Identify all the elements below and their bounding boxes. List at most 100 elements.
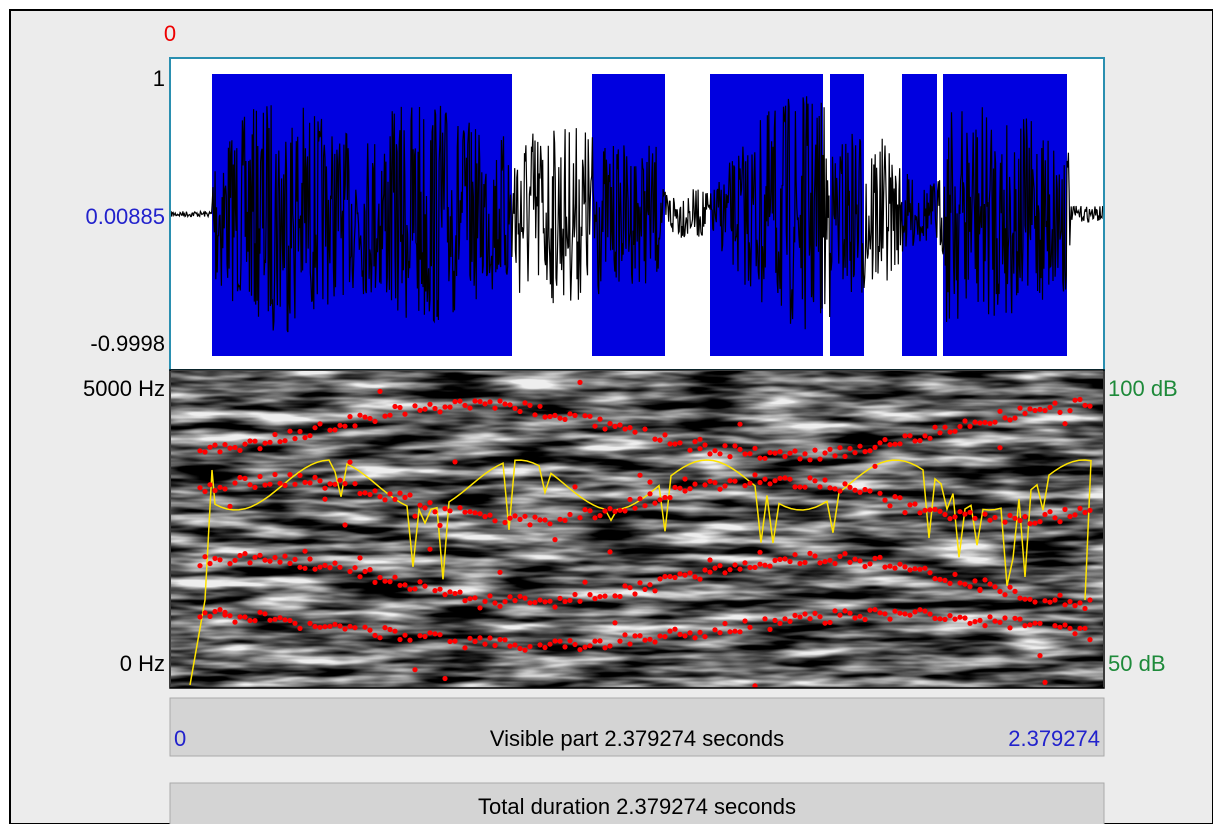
formant-point [442, 506, 447, 511]
formant-point [542, 414, 547, 419]
formant-point [587, 592, 592, 597]
formant-point [217, 607, 222, 612]
formant-point [947, 429, 952, 434]
formant-point [867, 561, 872, 566]
formant-point [642, 638, 647, 643]
amp-max: 1 [153, 66, 165, 91]
formant-point [607, 506, 612, 511]
formant-point [867, 448, 872, 453]
formant-point [212, 609, 217, 614]
formant-point [382, 497, 387, 502]
formant-point [272, 555, 277, 560]
formant-point [902, 433, 907, 438]
formant-point [412, 403, 417, 408]
formant-point [507, 594, 512, 599]
formant-point [542, 645, 547, 650]
formant-point [1017, 617, 1022, 622]
formant-point [517, 517, 522, 522]
formant-point [1067, 514, 1072, 519]
formant-point [342, 424, 347, 429]
formant-point [482, 514, 487, 519]
formant-point [722, 570, 727, 575]
formant-point [942, 425, 947, 430]
formant-point [757, 562, 762, 567]
formant-point [277, 615, 282, 620]
formant-point [902, 564, 907, 569]
formant-point [892, 442, 897, 447]
formant-point [957, 580, 962, 585]
formant-point [762, 456, 767, 461]
formant-point [512, 642, 517, 647]
formant-point [947, 516, 952, 521]
amp-min: -0.9998 [90, 331, 165, 356]
formant-point [827, 558, 832, 563]
formant-point [877, 610, 882, 615]
formant-point [557, 639, 562, 644]
formant-point [747, 481, 752, 486]
formant-point [642, 587, 647, 592]
formant-point [972, 420, 977, 425]
formant-point [687, 448, 692, 453]
formant-point [712, 448, 717, 453]
formant-point [417, 579, 422, 584]
formant-point [1087, 637, 1092, 642]
formant-point [402, 495, 407, 500]
formant-point [482, 401, 487, 406]
formant-point [662, 495, 667, 500]
formant-point [627, 425, 632, 430]
formant-point [1037, 407, 1042, 412]
formant-point [1002, 415, 1007, 420]
formant-point [572, 484, 577, 489]
formant-point [652, 501, 657, 506]
formant-point [1007, 513, 1012, 518]
formant-point [1032, 599, 1037, 604]
formant-point [552, 638, 557, 643]
formant-point [952, 514, 957, 519]
formant-point [497, 637, 502, 642]
formant-point [1062, 622, 1067, 627]
formant-point [267, 618, 272, 623]
formant-point [532, 412, 537, 417]
formant-point [602, 594, 607, 599]
formant-point [987, 614, 992, 619]
formant-point [342, 481, 347, 486]
visible-end: 2.379274 [1008, 726, 1100, 751]
formant-point [342, 522, 347, 527]
formant-point [797, 614, 802, 619]
formant-point [487, 513, 492, 518]
formant-point [947, 613, 952, 618]
formant-point [507, 402, 512, 407]
formant-point [302, 549, 307, 554]
formant-point [807, 475, 812, 480]
formant-point [802, 560, 807, 565]
formant-point [717, 563, 722, 568]
formant-point [692, 635, 697, 640]
formant-point [757, 480, 762, 485]
formant-point [497, 398, 502, 403]
formant-point [682, 476, 687, 481]
formant-point [607, 549, 612, 554]
formant-point [252, 555, 257, 560]
formant-point [207, 445, 212, 450]
formant-point [647, 637, 652, 642]
formant-point [732, 479, 737, 484]
formant-point [822, 621, 827, 626]
formant-point [917, 607, 922, 612]
formant-point [597, 513, 602, 518]
formant-point [932, 425, 937, 430]
formant-point [247, 618, 252, 623]
formant-point [977, 587, 982, 592]
formant-point [1042, 598, 1047, 603]
formant-point [697, 577, 702, 582]
formant-point [907, 433, 912, 438]
formant-point [712, 566, 717, 571]
formant-point [577, 515, 582, 520]
formant-point [757, 456, 762, 461]
formant-point [322, 624, 327, 629]
formant-point [557, 517, 562, 522]
formant-point [467, 596, 472, 601]
formant-point [1047, 509, 1052, 514]
formant-point [607, 643, 612, 648]
formant-point [812, 448, 817, 453]
formant-point [832, 561, 837, 566]
